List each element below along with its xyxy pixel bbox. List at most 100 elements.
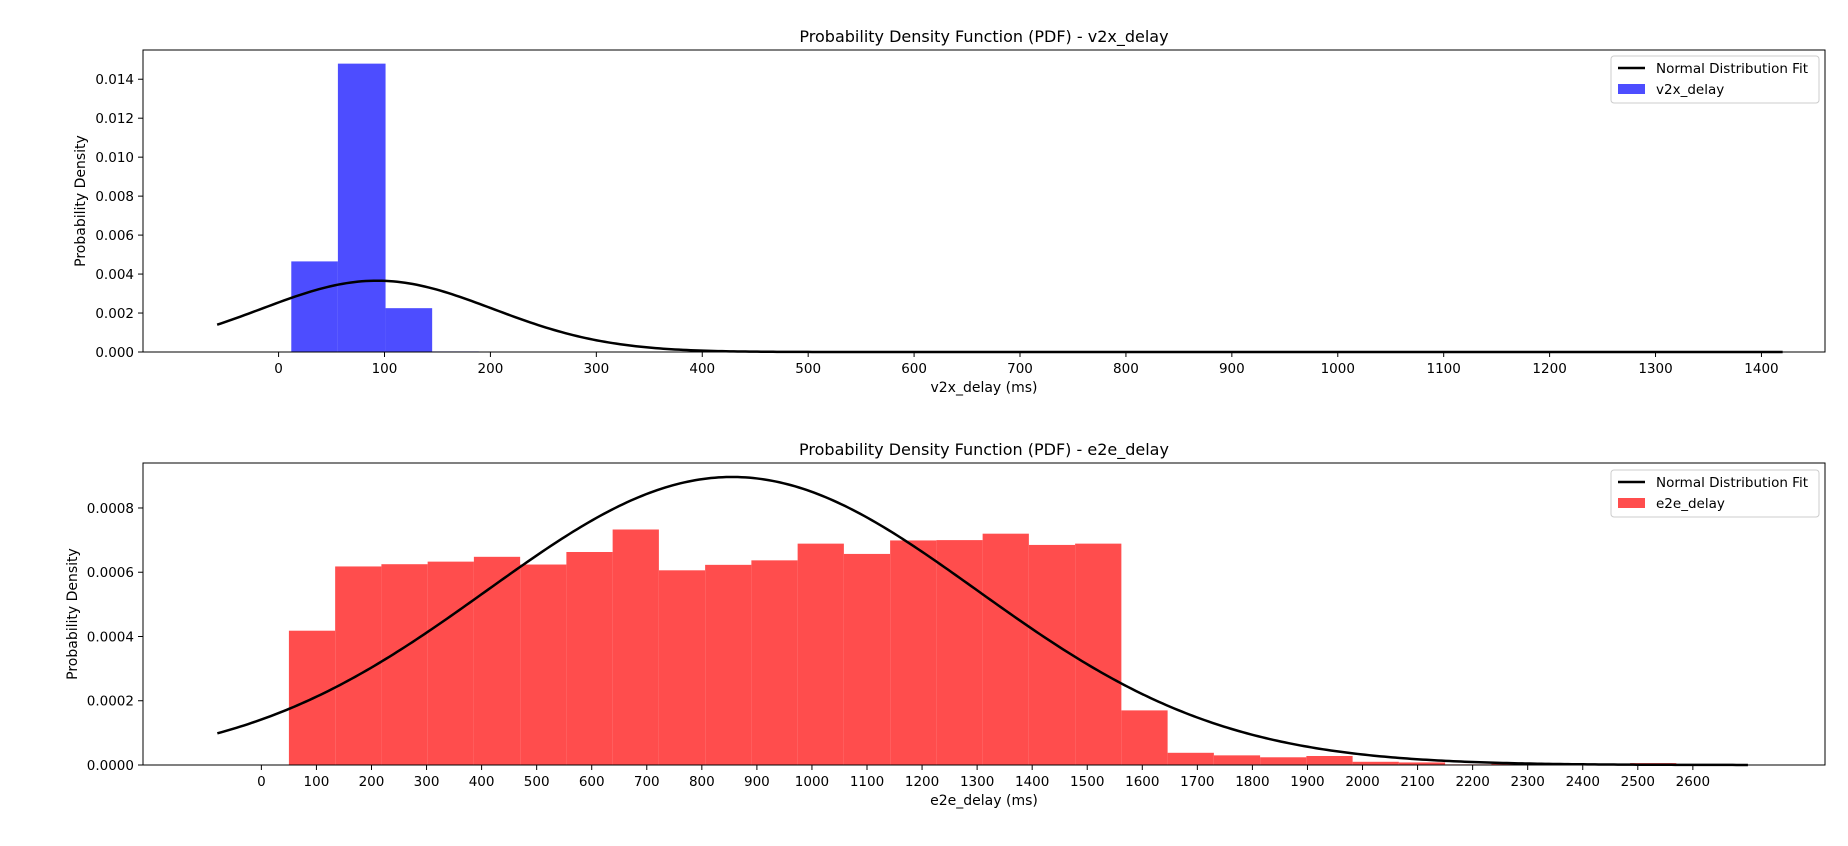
e2e-legend-fit-label: Normal Distribution Fit <box>1656 475 1808 491</box>
e2e-x-tick-label: 0 <box>257 774 266 790</box>
e2e-hist-bar <box>982 533 1029 765</box>
e2e-x-tick-label: 2600 <box>1676 774 1710 790</box>
e2e-hist-bar <box>473 556 521 765</box>
e2e-y-axis-ticks: 0.0000 0.0002 0.0004 0.0006 0.0008 <box>87 501 143 774</box>
e2e-x-tick-label: 2000 <box>1345 774 1379 790</box>
v2x-legend: Normal Distribution Fit v2x_delay <box>1610 55 1820 104</box>
v2x-axes-frame <box>142 49 1826 353</box>
v2x-histogram-bars <box>291 63 761 353</box>
e2e-legend: Normal Distribution Fit e2e_delay <box>1610 469 1820 518</box>
e2e-x-tick-label: 100 <box>304 774 330 790</box>
v2x-hist-bar <box>385 308 433 352</box>
e2e-y-tick-label: 0.0006 <box>87 565 134 581</box>
v2x-hist-bar <box>291 261 338 352</box>
v2x-x-tick-label: 800 <box>1113 361 1139 377</box>
e2e-x-tick-label: 2300 <box>1511 774 1545 790</box>
v2x-y-axis-label: Probability Density <box>73 135 89 267</box>
e2e-hist-bar <box>1028 544 1076 765</box>
v2x-x-tick-label: 1200 <box>1532 361 1566 377</box>
v2x-y-tick-label: 0.004 <box>95 267 134 283</box>
e2e-x-tick-label: 1000 <box>795 774 829 790</box>
v2x-x-tick-label: 1000 <box>1321 361 1355 377</box>
e2e-y-axis-label: Probability Density <box>65 548 81 680</box>
e2e-legend-box <box>1610 469 1820 518</box>
e2e-hist-bar <box>1213 755 1261 765</box>
v2x-x-tick-label: 300 <box>583 361 609 377</box>
e2e-hist-bar <box>890 540 937 765</box>
v2x-y-tick-label: 0.008 <box>95 189 134 205</box>
e2e-histogram-bars <box>288 529 1677 765</box>
e2e-x-tick-label: 2100 <box>1400 774 1434 790</box>
e2e-x-tick-label: 400 <box>469 774 495 790</box>
e2e-x-tick-label: 900 <box>744 774 770 790</box>
e2e-legend-hist-swatch <box>1618 498 1645 508</box>
e2e-x-tick-label: 1900 <box>1290 774 1324 790</box>
e2e-hist-bar <box>1398 762 1446 765</box>
e2e-x-tick-label: 300 <box>414 774 440 790</box>
e2e-x-tick-label: 600 <box>579 774 605 790</box>
v2x-y-tick-label: 0.014 <box>95 72 134 88</box>
v2x-x-axis-ticks: 0 100 200 300 400 500 600 700 800 900 1000 1100 1200… <box>274 352 1779 377</box>
e2e-hist-bar <box>566 551 613 765</box>
e2e-y-tick-label: 0.0000 <box>87 758 134 774</box>
v2x-x-tick-label: 0 <box>274 361 283 377</box>
e2e-x-tick-label: 800 <box>689 774 715 790</box>
v2x-legend-box <box>1610 55 1820 104</box>
v2x-x-tick-label: 900 <box>1219 361 1245 377</box>
e2e-y-tick-label: 0.0008 <box>87 501 134 517</box>
v2x-x-tick-label: 1300 <box>1638 361 1672 377</box>
e2e-x-tick-label: 1500 <box>1070 774 1104 790</box>
v2x-legend-fit-label: Normal Distribution Fit <box>1656 61 1808 77</box>
v2x-y-tick-label: 0.002 <box>95 306 134 322</box>
v2x-legend-hist-swatch <box>1618 84 1645 94</box>
e2e-hist-bar <box>427 561 474 765</box>
e2e-hist-bar <box>1075 543 1122 765</box>
v2x-y-tick-label: 0.010 <box>95 150 134 166</box>
e2e-x-tick-label: 1700 <box>1180 774 1214 790</box>
v2x-x-tick-label: 500 <box>795 361 821 377</box>
e2e-x-tick-label: 1200 <box>905 774 939 790</box>
v2x-delay-subplot: Probability Density Function (PDF) - v2x… <box>73 27 1826 396</box>
v2x-y-tick-label: 0.006 <box>95 228 134 244</box>
e2e-hist-bar <box>1352 761 1399 765</box>
v2x-x-tick-label: 600 <box>901 361 927 377</box>
e2e-hist-bar <box>612 529 659 765</box>
e2e-x-tick-label: 700 <box>634 774 660 790</box>
e2e-x-tick-label: 1600 <box>1125 774 1159 790</box>
e2e-legend-hist-label: e2e_delay <box>1656 496 1725 512</box>
e2e-hist-bar <box>705 564 752 765</box>
v2x-chart-title: Probability Density Function (PDF) - v2x… <box>799 27 1168 47</box>
v2x-x-tick-label: 100 <box>372 361 398 377</box>
e2e-chart-title: Probability Density Function (PDF) - e2e… <box>799 440 1169 460</box>
e2e-y-tick-label: 0.0004 <box>87 629 134 645</box>
e2e-x-tick-label: 2200 <box>1455 774 1489 790</box>
v2x-y-tick-label: 0.000 <box>95 345 134 361</box>
v2x-x-tick-label: 1400 <box>1744 361 1778 377</box>
e2e-x-tick-label: 2500 <box>1621 774 1655 790</box>
e2e-x-tick-label: 1400 <box>1015 774 1049 790</box>
e2e-hist-bar <box>1121 710 1168 765</box>
v2x-y-axis-ticks: 0.000 0.002 0.004 0.006 0.008 0.010 0.012 0.014 <box>95 72 143 361</box>
e2e-hist-bar <box>843 553 891 765</box>
v2x-x-axis-label: v2x_delay (ms) <box>930 380 1037 396</box>
e2e-y-tick-label: 0.0002 <box>87 694 134 710</box>
e2e-hist-bar <box>936 540 983 765</box>
e2e-x-axis-ticks: 0 100 200 300 400 500 600 700 800 900 1000 1100 1200… <box>257 765 1710 790</box>
e2e-delay-subplot: Probability Density Function (PDF) - e2e… <box>65 440 1826 809</box>
e2e-normal-fit-curve <box>216 475 1748 767</box>
v2x-hist-bar <box>337 63 386 353</box>
e2e-x-tick-label: 1100 <box>850 774 884 790</box>
v2x-x-tick-label: 700 <box>1007 361 1033 377</box>
e2e-x-axis-label: e2e_delay (ms) <box>930 793 1038 809</box>
e2e-x-tick-label: 1300 <box>960 774 994 790</box>
e2e-hist-bar <box>658 570 706 765</box>
e2e-x-tick-label: 200 <box>359 774 385 790</box>
v2x-x-tick-label: 400 <box>689 361 715 377</box>
v2x-x-tick-label: 1100 <box>1427 361 1461 377</box>
e2e-hist-bar <box>381 564 428 765</box>
e2e-x-tick-label: 1800 <box>1235 774 1269 790</box>
e2e-axes-frame <box>142 462 1826 766</box>
v2x-legend-hist-label: v2x_delay <box>1656 82 1724 98</box>
e2e-hist-bar <box>520 564 567 765</box>
